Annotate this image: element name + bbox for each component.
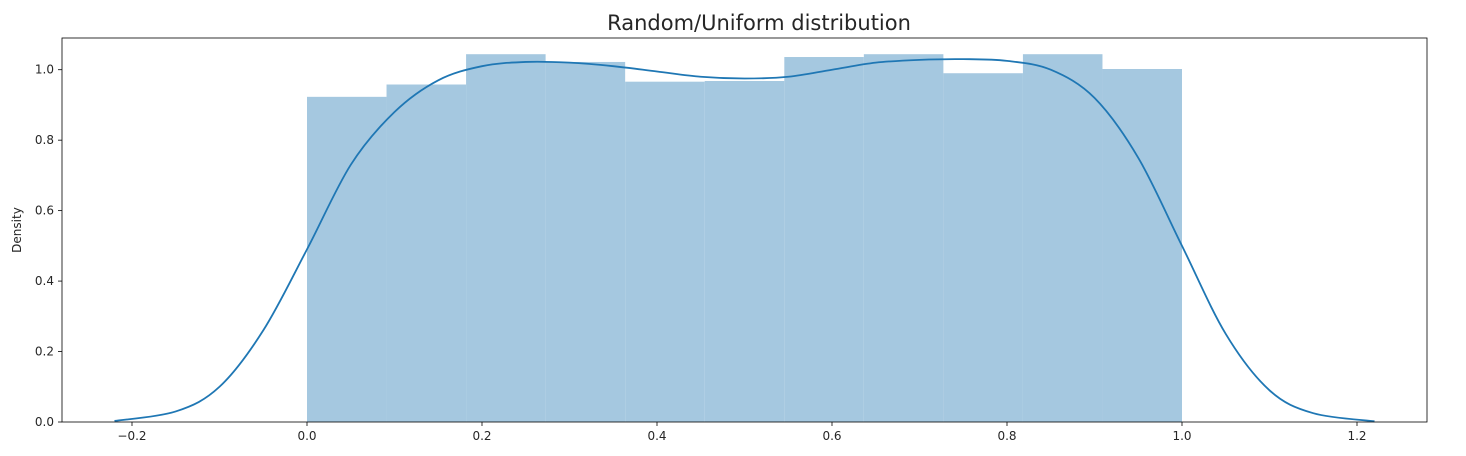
chart-title: Random/Uniform distribution <box>607 11 911 35</box>
x-tick-label: −0.2 <box>117 429 146 443</box>
histogram-bar <box>704 80 785 422</box>
y-axis-label: Density <box>10 207 24 253</box>
x-tick-label: 0.2 <box>472 429 491 443</box>
y-tick-label: 1.0 <box>35 63 54 77</box>
plot-frame <box>61 37 1428 423</box>
y-axis-ticks: 0.0 0.2 0.4 0.6 0.8 1.0 <box>35 63 62 429</box>
x-tick-label: 0.6 <box>822 429 841 443</box>
y-tick-label: 0.0 <box>35 415 54 429</box>
histogram-bar <box>545 61 626 422</box>
kde-line <box>114 58 1375 423</box>
histogram-bar <box>466 54 546 422</box>
x-tick-label: 0.8 <box>997 429 1016 443</box>
x-tick-label: 0.0 <box>297 429 316 443</box>
y-tick-label: 0.8 <box>35 133 54 147</box>
histogram-bar <box>1022 54 1103 422</box>
histogram-bar <box>307 96 387 422</box>
histogram-bar <box>943 73 1023 422</box>
y-tick-label: 0.6 <box>35 204 54 218</box>
x-tick-label: 0.4 <box>647 429 666 443</box>
histogram-bar <box>1102 69 1182 422</box>
x-axis-ticks: −0.2 0.0 0.2 0.4 0.6 0.8 1.0 1.2 <box>117 422 1367 443</box>
histogram-bar <box>863 54 944 422</box>
histogram-bar <box>625 81 705 423</box>
y-tick-label: 0.4 <box>35 274 54 288</box>
x-tick-label: 1.2 <box>1347 429 1366 443</box>
histogram-bar <box>386 84 467 423</box>
histogram-bars <box>307 54 1182 423</box>
x-tick-label: 1.0 <box>1172 429 1191 443</box>
histogram-bar <box>784 57 864 422</box>
y-tick-label: 0.2 <box>35 345 54 359</box>
